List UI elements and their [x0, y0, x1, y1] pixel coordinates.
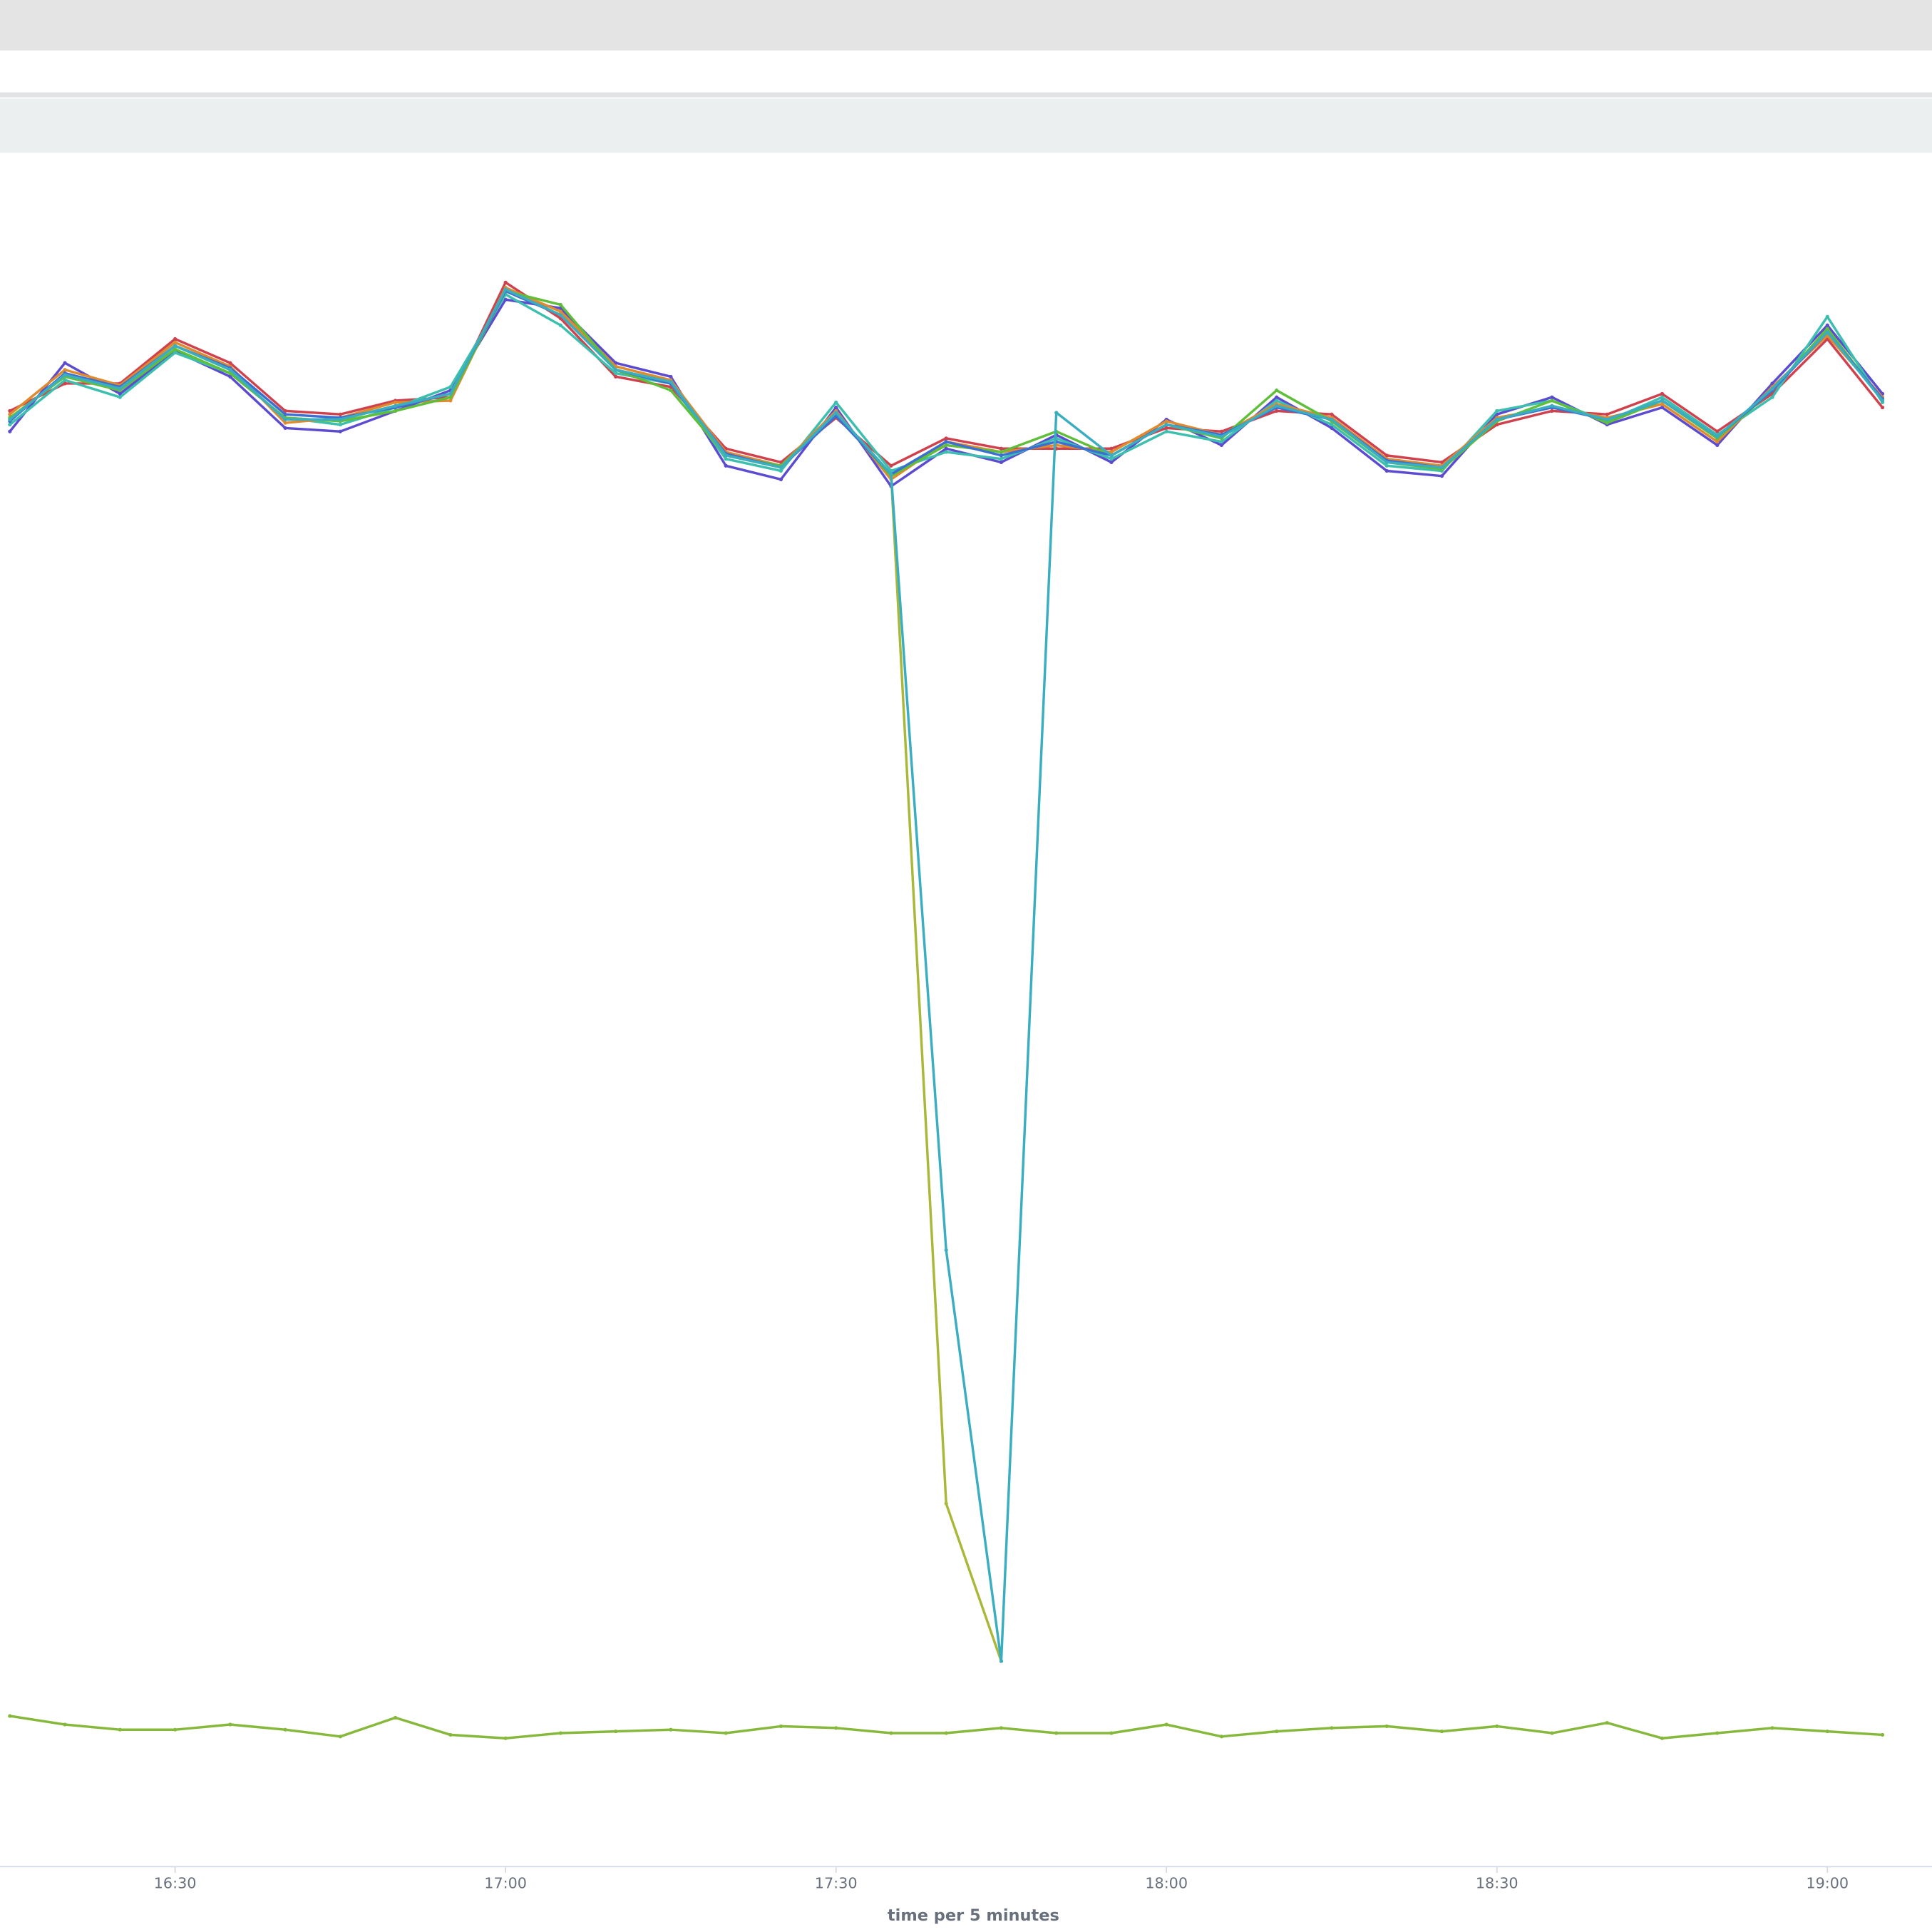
divider	[0, 92, 1932, 98]
top-bar	[0, 0, 1932, 51]
x-tick-label: 17:00	[484, 1875, 527, 1892]
series-line	[8, 285, 1885, 482]
series-line	[8, 1714, 1885, 1740]
x-tick-label: 19:00	[1806, 1875, 1849, 1892]
query-bar	[0, 50, 1932, 93]
series-line	[8, 287, 1004, 1663]
x-tick-label: 16:30	[154, 1875, 197, 1892]
x-tick-label: 17:30	[815, 1875, 858, 1892]
series-line	[8, 280, 1885, 468]
x-tick-label: 18:00	[1145, 1875, 1188, 1892]
series-line	[8, 289, 1885, 476]
toolbar	[0, 98, 1932, 153]
series-line	[8, 287, 1885, 1663]
x-axis-title: time per 5 minutes	[888, 1906, 1059, 1925]
series-line	[8, 297, 1885, 488]
x-tick-label: 18:30	[1476, 1875, 1519, 1892]
